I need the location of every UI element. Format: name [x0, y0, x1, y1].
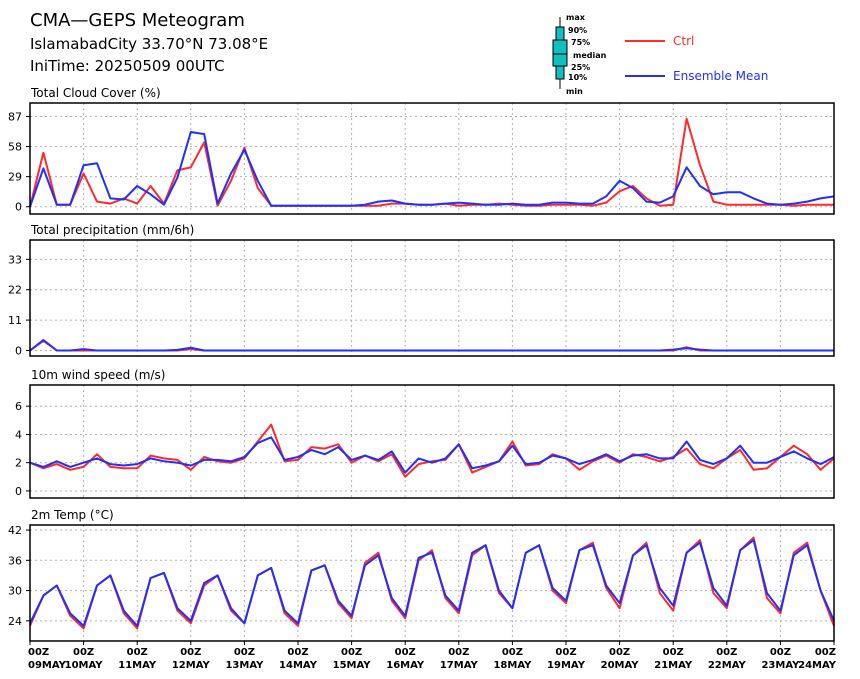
- ctrl-line: [29, 423, 835, 478]
- ensemble-mean-line: [29, 131, 835, 208]
- panel-frame: [29, 384, 835, 499]
- page-title: CMA—GEPS Meteogram: [30, 10, 245, 31]
- ensemble-mean-line: [29, 539, 835, 627]
- y-tick-label: 22: [8, 284, 22, 297]
- y-tick-label: 6: [15, 400, 22, 413]
- y-tick-label: 36: [8, 554, 22, 567]
- x-tick-date-label: 12MAY: [172, 660, 211, 671]
- ensemble-mean-line: [29, 436, 835, 474]
- y-tick-label: 30: [8, 585, 22, 598]
- x-tick-hour-label: 00Z: [815, 647, 836, 658]
- panel: 24 30 36 42 2m Temp (°C): [8, 508, 835, 642]
- legend-mean-label: Ensemble Mean: [673, 69, 768, 83]
- panel-frame: [29, 102, 835, 215]
- panel-title: 10m wind speed (m/s): [31, 368, 165, 382]
- panel: 0 2 4 6 10m wind speed (m/s): [15, 368, 835, 499]
- location-text: IslamabadCity 33.70°N 73.08°E: [30, 35, 268, 53]
- x-axis: 00Z 09MAY 00Z 10MAY 00Z 11MAY 00Z 12MAY 00Z 13MAY…: [28, 641, 837, 671]
- x-tick-hour-label: 00Z: [127, 647, 148, 658]
- panel: 0 11 22 33 Total precipitation (mm/6h): [8, 223, 835, 357]
- x-tick-date-label: 24MAY: [798, 660, 837, 671]
- panel-title: Total precipitation (mm/6h): [30, 223, 194, 237]
- y-tick-label: 0: [15, 344, 22, 357]
- legend-ctrl-label: Ctrl: [673, 34, 694, 48]
- x-tick-hour-label: 00Z: [73, 647, 94, 658]
- legend-box-label: 25%: [571, 63, 590, 72]
- ensemble-mean-line: [29, 339, 834, 352]
- x-tick-hour-label: 00Z: [770, 647, 791, 658]
- legend-box-label: 90%: [568, 26, 587, 35]
- panel-title: 2m Temp (°C): [31, 508, 114, 522]
- init-time-text: IniTime: 20250509 00UTC: [30, 57, 225, 75]
- x-tick-date-label: 19MAY: [547, 660, 586, 671]
- x-tick-date-label: 13MAY: [225, 660, 264, 671]
- x-tick-hour-label: 00Z: [502, 647, 523, 658]
- y-tick-label: 0: [15, 201, 22, 214]
- legend-box-label: median: [573, 51, 607, 60]
- ctrl-line: [29, 339, 834, 352]
- ctrl-line: [29, 536, 835, 630]
- x-tick-date-label: 18MAY: [493, 660, 532, 671]
- x-tick-date-label: 20MAY: [601, 660, 640, 671]
- legend-box-label: min: [566, 87, 583, 96]
- legend-box-label: max: [566, 13, 586, 22]
- y-tick-label: 42: [8, 524, 22, 537]
- y-tick-label: 33: [8, 253, 22, 266]
- x-tick-date-label: 11MAY: [118, 660, 157, 671]
- y-tick-label: 4: [15, 428, 22, 441]
- y-tick-label: 58: [8, 141, 22, 154]
- x-tick-hour-label: 00Z: [287, 647, 308, 658]
- legend-box-label: 75%: [571, 38, 590, 47]
- x-tick-hour-label: 00Z: [234, 647, 255, 658]
- x-tick-date-label: 17MAY: [440, 660, 479, 671]
- x-tick-hour-label: 00Z: [663, 647, 684, 658]
- x-tick-date-label: 16MAY: [386, 660, 425, 671]
- x-tick-date-label: 10MAY: [65, 660, 104, 671]
- x-tick-hour-label: 00Z: [28, 647, 49, 658]
- panel: 0 29 58 87 Total Cloud Cover (%): [8, 86, 835, 215]
- x-tick-hour-label: 00Z: [448, 647, 469, 658]
- x-tick-hour-label: 00Z: [180, 647, 201, 658]
- panel-frame: [29, 524, 835, 642]
- y-tick-label: 11: [8, 314, 22, 327]
- panel-title: Total Cloud Cover (%): [30, 86, 161, 100]
- x-tick-date-label: 09MAY: [28, 660, 67, 671]
- x-tick-hour-label: 00Z: [716, 647, 737, 658]
- y-tick-label: 87: [8, 110, 22, 123]
- x-tick-hour-label: 00Z: [609, 647, 630, 658]
- x-tick-hour-label: 00Z: [555, 647, 576, 658]
- x-tick-date-label: 22MAY: [708, 660, 747, 671]
- x-tick-date-label: 21MAY: [654, 660, 693, 671]
- legend-box-inner: [552, 39, 568, 67]
- legend: max 90% 75% median 25% 10% min Ctrl Ense…: [552, 13, 768, 96]
- header: CMA—GEPS Meteogram IslamabadCity 33.70°N…: [30, 10, 268, 75]
- y-tick-label: 29: [8, 171, 22, 184]
- x-tick-date-label: 23MAY: [761, 660, 800, 671]
- x-tick-date-label: 15MAY: [333, 660, 372, 671]
- chart-panels: 0 29 58 87 Total Cloud Cover (%) 0 11 22 33 Total…: [8, 86, 835, 642]
- y-tick-label: 0: [15, 485, 22, 498]
- legend-box-label: 10%: [568, 73, 587, 82]
- panel-frame: [29, 239, 835, 357]
- x-tick-hour-label: 00Z: [341, 647, 362, 658]
- x-tick-hour-label: 00Z: [395, 647, 416, 658]
- x-tick-date-label: 14MAY: [279, 660, 318, 671]
- y-tick-label: 24: [8, 615, 22, 628]
- y-tick-label: 2: [15, 457, 22, 470]
